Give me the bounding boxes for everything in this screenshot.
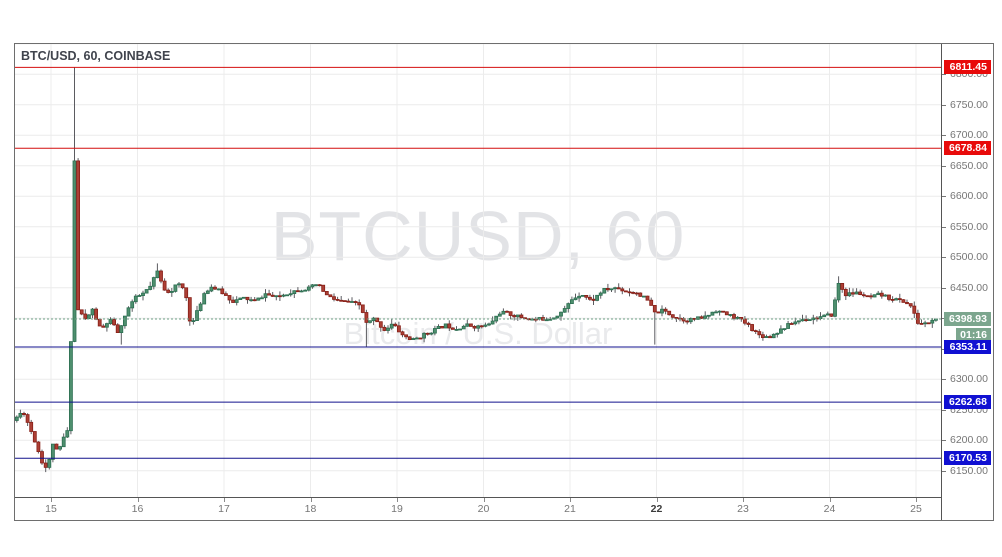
time-tick-mark: [397, 498, 398, 502]
watermark-symbol: BTCUSD, 60: [270, 197, 686, 275]
price-badge-last-price: 6398.93: [944, 312, 991, 326]
price-badge-level-line: 6353.11: [944, 340, 991, 354]
price-tick-mark: [942, 74, 946, 76]
time-tick-mark: [483, 498, 485, 502]
price-badge-countdown: 01:16: [956, 327, 991, 342]
time-tick-label: 25: [910, 503, 922, 515]
price-tick-label: 6200.00: [942, 434, 988, 446]
time-tick-label: 20: [477, 503, 490, 515]
price-tick-label: 6150.00: [942, 465, 988, 477]
price-tick-label: 6300.00: [942, 373, 988, 385]
price-tick-mark: [942, 135, 946, 137]
price-tick-label: 6500.00: [942, 251, 988, 263]
price-badge-level-line: 6170.53: [944, 451, 991, 466]
candlestick-svg: [15, 44, 941, 497]
price-tick-text: 6600.00: [950, 190, 988, 203]
time-tick-mark: [51, 498, 52, 502]
time-tick-label: 21: [564, 503, 576, 515]
price-tick-mark: [942, 409, 946, 411]
price-tick-label: 6600.00: [942, 190, 988, 202]
price-tick-label: 6750.00: [942, 99, 988, 111]
price-tick-label: 6650.00: [942, 160, 988, 172]
price-tick-mark: [942, 226, 946, 228]
price-tick-mark: [942, 440, 946, 442]
price-tick-mark: [942, 196, 946, 198]
price-tick-mark: [942, 287, 946, 289]
price-tick-mark: [942, 104, 946, 106]
price-badge-level-line: 6262.68: [944, 395, 991, 410]
price-badge-alert-line: 6678.84: [944, 141, 991, 156]
chart-widget: BTCUSD, 60 Bitcoin / U.S. Dollar BTC/USD…: [14, 43, 994, 521]
price-tick-mark: [942, 470, 946, 472]
price-tick-label: 6450.00: [942, 282, 988, 294]
time-tick-mark: [137, 498, 139, 502]
price-tick-label: 6550.00: [942, 221, 988, 233]
price-tick-text: 6500.00: [950, 251, 988, 264]
time-tick-mark: [224, 498, 225, 502]
price-tick-label: 6700.00: [942, 129, 988, 141]
price-tick-text: 6450.00: [950, 281, 988, 294]
price-chart-canvas[interactable]: BTCUSD, 60 Bitcoin / U.S. Dollar BTC/USD…: [15, 44, 941, 497]
price-tick-text: 6150.00: [950, 464, 988, 477]
price-tick-text: 6550.00: [950, 220, 988, 233]
price-tick-text: 6300.00: [950, 373, 988, 386]
time-axis[interactable]: 15 16 17 18 19 20 21 22 23 24 25: [15, 497, 941, 520]
price-tick-mark: [942, 257, 946, 259]
price-tick-text: 6650.00: [950, 159, 988, 172]
time-tick-label: 19: [391, 503, 403, 515]
price-axis-corner: [941, 497, 993, 520]
price-tick-mark: [942, 165, 946, 167]
price-tick-text: 6700.00: [950, 129, 988, 142]
price-tick-text: 6750.00: [950, 98, 988, 111]
time-tick-label: 18: [304, 503, 317, 515]
time-tick-label: 23: [737, 503, 749, 515]
chart-legend-title: BTC/USD, 60, COINBASE: [21, 49, 171, 63]
time-tick-mark: [570, 498, 571, 502]
time-tick-mark: [743, 498, 744, 502]
price-badge-alert-line: 6811.45: [944, 60, 991, 75]
time-tick-mark: [310, 498, 312, 502]
time-tick-label: 17: [218, 503, 230, 515]
price-tick-mark: [942, 379, 946, 381]
price-tick-text: 6200.00: [950, 434, 988, 447]
time-tick-label: 15: [45, 503, 57, 515]
price-axis[interactable]: 6800.006750.006700.006650.006600.006550.…: [941, 44, 993, 497]
time-tick-label: 22: [650, 503, 663, 515]
time-tick-mark: [656, 498, 658, 502]
time-tick-mark: [829, 498, 831, 502]
time-tick-label: 24: [823, 503, 836, 515]
time-tick-label: 16: [131, 503, 144, 515]
time-tick-mark: [916, 498, 917, 502]
